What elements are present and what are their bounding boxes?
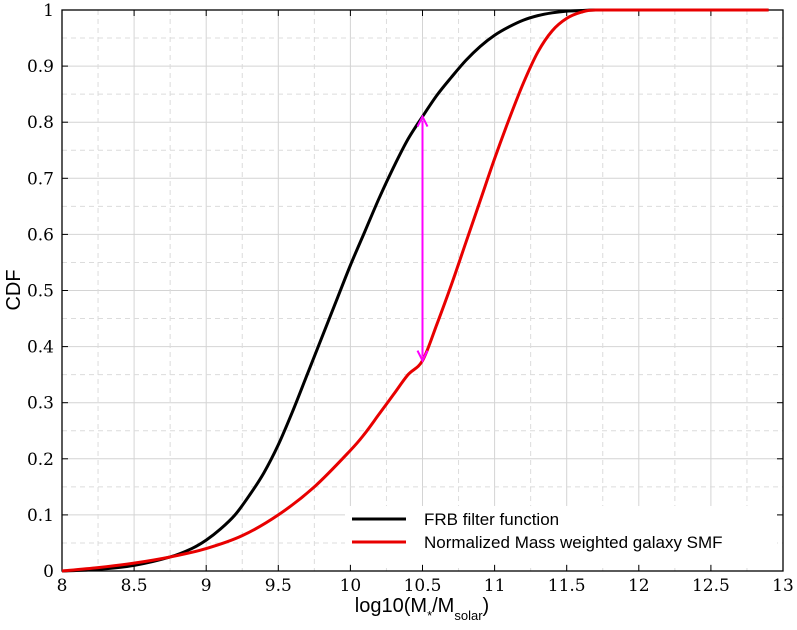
annotation-arrow-head-top-0 bbox=[416, 114, 429, 128]
legend-label-frb: FRB filter function bbox=[424, 510, 559, 529]
legend-label-smf: Normalized Mass weighted galaxy SMF bbox=[424, 533, 723, 552]
x-tick-label-5: 10.5 bbox=[404, 576, 442, 596]
x-tick-label-4: 10 bbox=[340, 576, 362, 596]
x-tick-labels: 8 8.5 9 9.5 10 10.5 11 11.5 12 12.5 13 bbox=[57, 576, 794, 596]
legend: FRB filter function Normalized Mass weig… bbox=[345, 506, 777, 564]
x-tick-label-10: 13 bbox=[772, 576, 794, 596]
y-tick-labels: 0 0.1 0.2 0.3 0.4 0.5 0.6 0.7 0.8 0.9 1 bbox=[27, 1, 54, 582]
x-tick-label-6: 11 bbox=[484, 576, 506, 596]
legend-box bbox=[345, 506, 777, 564]
x-tick-label-7: 11.5 bbox=[548, 576, 586, 596]
y-tick-label-9: 0.9 bbox=[27, 57, 54, 77]
annotation-arrow-head-bottom-0 bbox=[416, 350, 429, 363]
x-tick-label-8: 12 bbox=[628, 576, 650, 596]
y-tick-label-8: 0.8 bbox=[27, 113, 54, 133]
annotation-arrow bbox=[416, 114, 429, 363]
y-tick-label-10: 1 bbox=[43, 1, 54, 21]
y-tick-label-4: 0.4 bbox=[27, 338, 54, 358]
y-tick-label-1: 0.1 bbox=[27, 506, 54, 526]
x-tick-label-9: 12.5 bbox=[692, 576, 730, 596]
x-tick-label-1: 8.5 bbox=[121, 576, 148, 596]
axis-ticks bbox=[61, 9, 784, 572]
y-tick-label-0: 0 bbox=[43, 562, 54, 582]
series-line-0 bbox=[61, 8, 769, 573]
x-axis-label: log10(M*/Msolar) bbox=[355, 595, 489, 623]
y-tick-label-7: 0.7 bbox=[27, 169, 54, 189]
y-tick-label-2: 0.2 bbox=[27, 450, 54, 470]
y-axis-label: CDF bbox=[3, 269, 25, 310]
series-line-1 bbox=[61, 8, 769, 573]
series-lines bbox=[61, 8, 769, 573]
x-tick-label-0: 8 bbox=[57, 576, 68, 596]
y-tick-label-6: 0.6 bbox=[27, 225, 54, 245]
x-tick-label-3: 9.5 bbox=[265, 576, 292, 596]
x-tick-label-2: 9 bbox=[201, 576, 212, 596]
y-tick-label-5: 0.5 bbox=[27, 282, 54, 302]
y-tick-label-3: 0.3 bbox=[27, 394, 54, 414]
